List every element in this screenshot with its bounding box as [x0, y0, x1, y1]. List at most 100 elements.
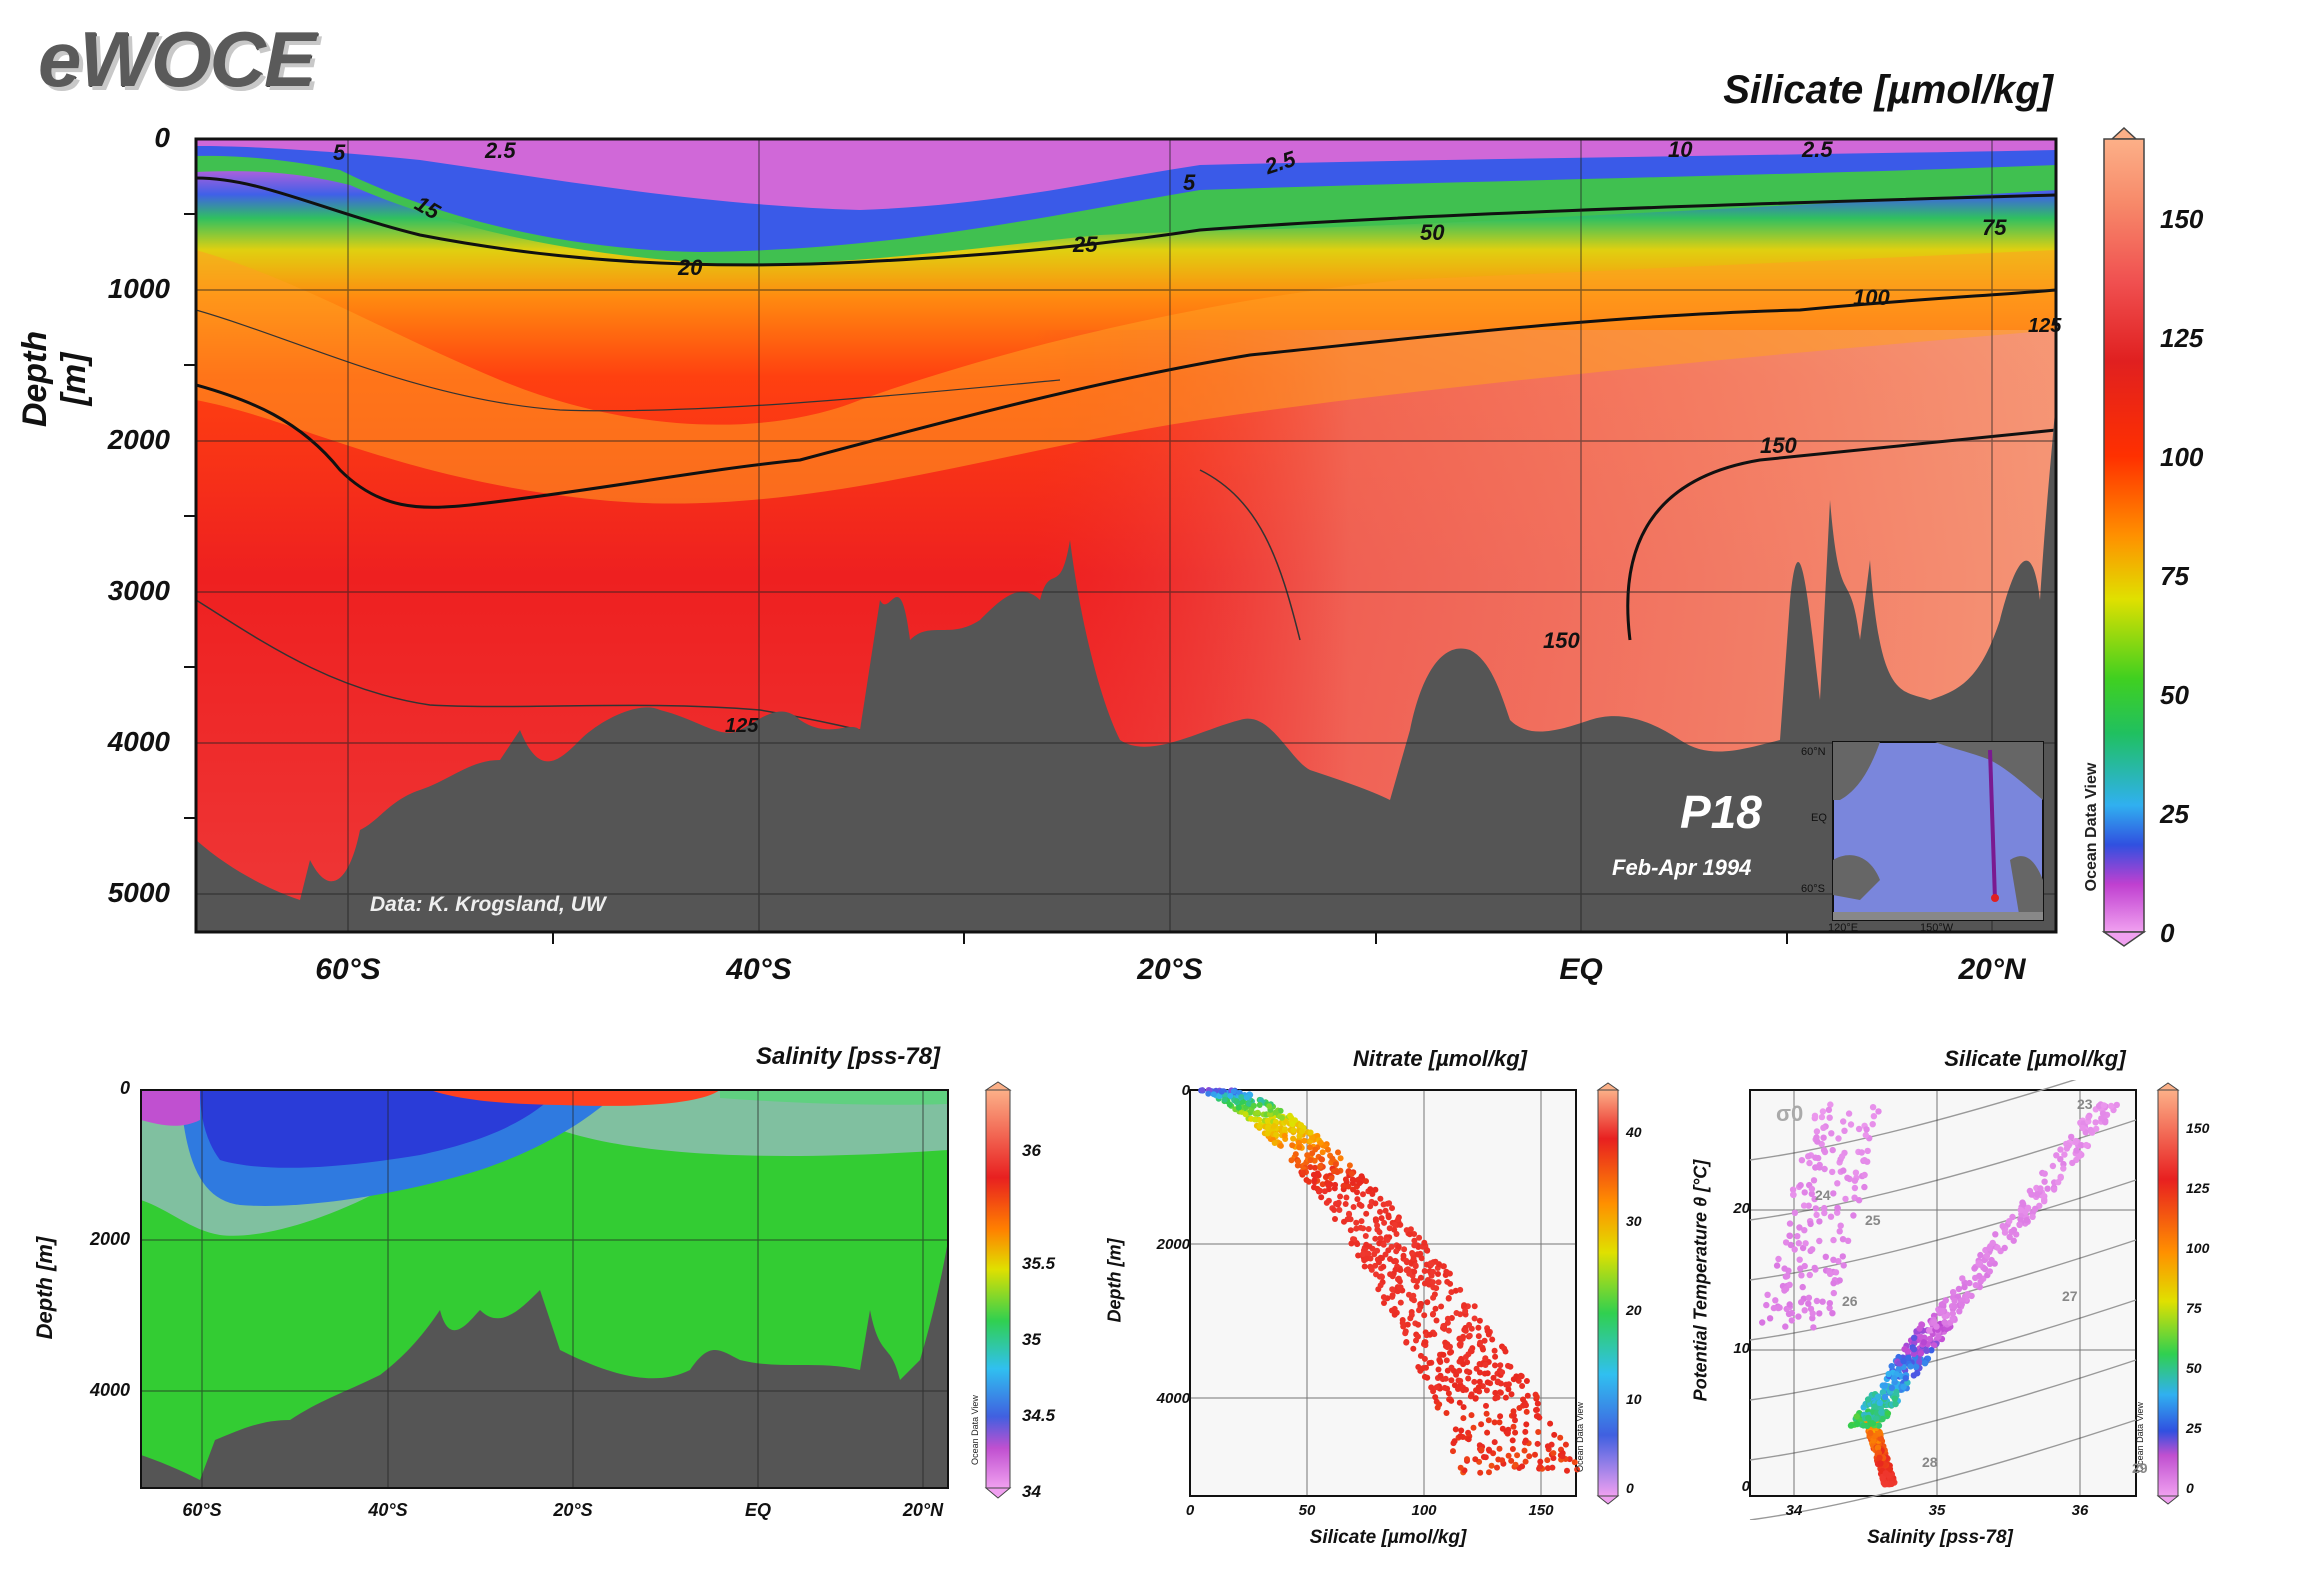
scatter-point: [1471, 1378, 1478, 1385]
scatter-point: [1279, 1114, 1285, 1121]
scatter-point: [1382, 1207, 1389, 1214]
scatter-point: [1289, 1142, 1296, 1149]
scatter-point: [1457, 1464, 1464, 1471]
scatter-point: [1307, 1164, 1314, 1171]
scatter-point: [1891, 1395, 1898, 1402]
scatter-point: [1458, 1355, 1465, 1362]
scatter-point: [1365, 1250, 1372, 1257]
contour-label: 5: [1183, 170, 1196, 195]
main-depth-tick-1000: 1000: [107, 273, 170, 304]
scatter-point: [2057, 1146, 2064, 1153]
scatter-point: [1415, 1333, 1421, 1340]
main-colorbar-tick: 75: [2160, 561, 2189, 591]
scatter-point: [1544, 1443, 1551, 1450]
scatter-point: [1430, 1310, 1437, 1317]
scatter-point: [1460, 1333, 1467, 1340]
salinity-bathymetry: [141, 1240, 948, 1488]
scatter-point: [1882, 1470, 1889, 1477]
inset-label: 120°E: [1828, 922, 1859, 934]
nitrate-x-tick: 100: [1411, 1502, 1437, 1519]
scatter-point: [2023, 1217, 2031, 1224]
scatter-point: [2083, 1141, 2090, 1149]
scatter-point: [1397, 1221, 1404, 1228]
scatter-point: [1845, 1110, 1853, 1117]
scatter-point: [1376, 1229, 1383, 1236]
scatter-point: [1468, 1412, 1475, 1419]
scatter-point: [1505, 1452, 1512, 1459]
salinity-depth-tick: 2000: [89, 1229, 130, 1249]
scatter-point: [1319, 1149, 1326, 1156]
isopycnal-label: 27: [2062, 1288, 2078, 1304]
scatter-point: [1810, 1324, 1817, 1331]
scatter-point: [1369, 1191, 1376, 1197]
scatter-point: [1497, 1380, 1504, 1387]
scatter-point: [1230, 1088, 1237, 1095]
scatter-point: [1389, 1292, 1396, 1299]
scatter-point: [1385, 1212, 1392, 1219]
scatter-point: [1813, 1297, 1821, 1305]
scatter-point: [1518, 1373, 1525, 1380]
inset-map: [1832, 741, 2044, 921]
scatter-point: [1296, 1133, 1303, 1140]
scatter-point: [1523, 1378, 1530, 1384]
scatter-point: [1465, 1375, 1472, 1382]
scatter-point: [1471, 1303, 1478, 1310]
scatter-point: [1273, 1131, 1280, 1138]
scatter-point: [1564, 1467, 1570, 1474]
isopycnal-line: [1749, 1299, 2137, 1401]
scatter-point: [1877, 1435, 1884, 1442]
scatter-point: [1799, 1283, 1806, 1291]
isopycnal-label: 24: [1815, 1187, 1831, 1203]
scatter-point: [1809, 1310, 1816, 1317]
scatter-point: [2044, 1185, 2051, 1192]
scatter-point: [2099, 1110, 2107, 1117]
scatter-point: [1451, 1438, 1458, 1445]
isopycnal-line: [1749, 1359, 2137, 1461]
scatter-point: [1389, 1205, 1395, 1212]
scatter-point: [1502, 1348, 1509, 1355]
scatter-point: [1799, 1244, 1807, 1252]
scatter-point: [1435, 1279, 1442, 1286]
scatter-point: [1806, 1271, 1813, 1279]
scatter-point: [1820, 1134, 1827, 1141]
scatter-point: [1312, 1164, 1318, 1171]
scatter-point: [1784, 1272, 1791, 1280]
scatter-point: [1885, 1370, 1892, 1378]
scatter-point: [1505, 1362, 1511, 1369]
salinity-colorbar-tick: 35.5: [1022, 1254, 1056, 1273]
scatter-point: [1238, 1094, 1245, 1100]
scatter-point: [1819, 1298, 1826, 1305]
scatter-point: [1384, 1200, 1391, 1207]
scatter-point: [1358, 1218, 1365, 1225]
scatter-point: [1521, 1447, 1528, 1454]
scatter-point: [1816, 1237, 1823, 1245]
cruise-name: P18: [1680, 786, 1762, 838]
scatter-point: [1304, 1152, 1311, 1159]
main-colorbar-tick: 150: [2160, 204, 2204, 234]
scatter-point: [1485, 1446, 1492, 1453]
scatter-point: [1414, 1251, 1421, 1258]
isopycnal-label: 25: [1865, 1212, 1881, 1228]
scatter-point: [1421, 1280, 1428, 1287]
scatter-point: [1864, 1396, 1872, 1403]
scatter-point: [1445, 1327, 1452, 1334]
scatter-point: [1233, 1098, 1240, 1105]
nitrate-colorbar-tick: 20: [1626, 1302, 1642, 1318]
scatter-point: [1834, 1204, 1841, 1212]
salinity-depth-tick: 4000: [89, 1380, 130, 1400]
scatter-point: [1403, 1339, 1410, 1345]
nitrate-x-tick: 50: [1298, 1502, 1316, 1519]
scatter-point: [1395, 1243, 1402, 1250]
scatter-point: [1288, 1157, 1295, 1164]
scatter-point: [2017, 1206, 2024, 1214]
scatter-point: [1489, 1336, 1496, 1343]
scatter-point: [1243, 1094, 1250, 1101]
scatter-point: [1354, 1241, 1361, 1248]
scatter-point: [1465, 1436, 1472, 1443]
scatter-point: [1835, 1135, 1842, 1142]
scatter-point: [1411, 1242, 1418, 1249]
scatter-point: [1492, 1389, 1499, 1396]
scatter-point: [1910, 1334, 1918, 1341]
scatter-point: [1874, 1393, 1881, 1400]
scatter-point: [1470, 1424, 1477, 1431]
